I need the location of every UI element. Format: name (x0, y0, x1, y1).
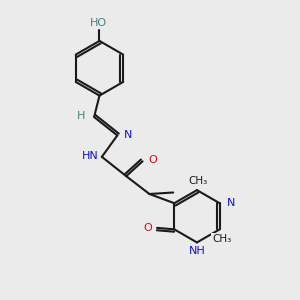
Text: H: H (77, 111, 85, 121)
Text: NH: NH (189, 246, 205, 256)
Text: CH₃: CH₃ (212, 234, 232, 244)
Text: O: O (143, 223, 152, 233)
Text: CH₃: CH₃ (189, 176, 208, 186)
Text: HN: HN (82, 151, 98, 160)
Text: HO: HO (89, 18, 106, 28)
Text: N: N (124, 130, 132, 140)
Text: N: N (227, 198, 236, 208)
Text: O: O (148, 154, 157, 164)
